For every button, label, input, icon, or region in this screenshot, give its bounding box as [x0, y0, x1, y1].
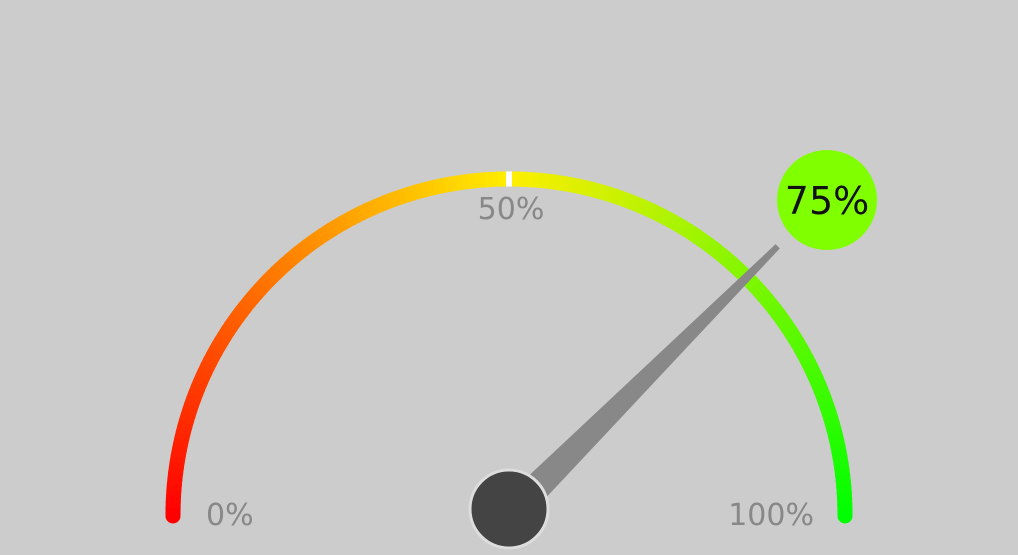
tick-label-100: 100% — [728, 498, 814, 533]
tick-label-0: 0% — [206, 498, 254, 533]
tick-label-50: 50% — [478, 192, 545, 227]
gauge-needle — [523, 244, 780, 501]
arc-end-cap — [838, 509, 853, 524]
value-label: 75% — [785, 179, 869, 223]
arc-end-cap — [166, 509, 181, 524]
needle-hub — [470, 470, 548, 548]
midpoint-marker — [506, 172, 512, 187]
